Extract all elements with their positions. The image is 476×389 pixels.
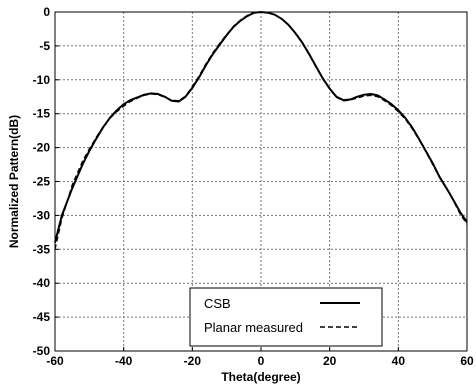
y-tick-label: -35: [33, 242, 51, 256]
x-axis-title: Theta(degree): [221, 370, 300, 384]
x-tick-label: 60: [460, 354, 474, 368]
legend-label-planar-measured: Planar measured: [204, 320, 303, 335]
series-line-csb: [54, 11, 468, 243]
legend: CSB Planar measured: [189, 287, 383, 347]
grid: [55, 12, 467, 351]
x-tick-label: 0: [258, 354, 265, 368]
y-tick-label: -30: [33, 208, 51, 222]
ticks: -60 -40 -20 0 20 40 60 0 -5 -10 -15 -20 -25 -30 -35 -40…: [33, 5, 474, 368]
y-tick-label: -45: [33, 310, 51, 324]
x-tick-label: 40: [392, 354, 406, 368]
x-tick-label: -40: [115, 354, 133, 368]
x-tick-label: 20: [323, 354, 337, 368]
y-axis-title: Normalized Pattern(dB): [7, 115, 21, 248]
legend-box: [189, 287, 383, 347]
y-tick-label: -40: [33, 276, 51, 290]
y-tick-label: -50: [33, 344, 51, 358]
x-tick-label: -60: [46, 354, 64, 368]
y-tick-label: -15: [33, 107, 51, 121]
y-tick-label: -25: [33, 175, 51, 189]
y-tick-label: -5: [39, 39, 50, 53]
y-tick-label: -10: [33, 73, 51, 87]
y-tick-label: -20: [33, 141, 51, 155]
legend-label-csb: CSB: [204, 296, 231, 311]
x-tick-label: -20: [184, 354, 202, 368]
y-tick-label: 0: [43, 5, 50, 19]
